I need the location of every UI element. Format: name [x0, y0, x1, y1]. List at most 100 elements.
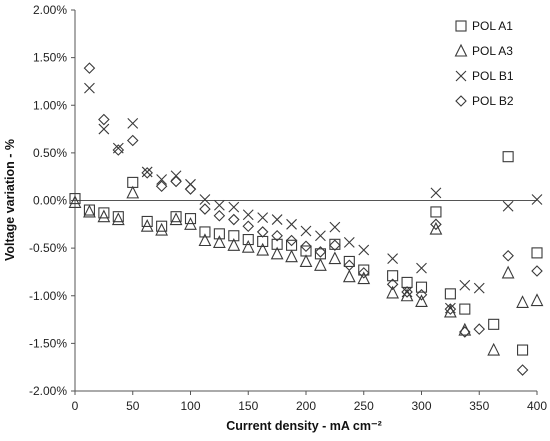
pol-a3-point [256, 242, 270, 256]
y-tick-label: 2.00% [33, 3, 67, 17]
pol-a3-point [342, 269, 356, 283]
x-tick-labels: 0 50 100 150 200 250 300 350 400 [72, 391, 547, 413]
x-tick-label: 250 [354, 399, 374, 413]
y-tick-label: 0.50% [33, 146, 67, 160]
pol-b2-point [357, 267, 370, 279]
legend-label-pol-b1: POL B1 [472, 69, 514, 83]
pol-b1-point [329, 221, 341, 233]
legend-marker-pol-b1 [455, 70, 467, 82]
pol-a1-point [170, 211, 182, 223]
pol-a3-point [140, 218, 154, 232]
pol-a3-point [501, 265, 515, 279]
pol-b1-point [213, 199, 225, 211]
pol-b1-point [343, 237, 355, 248]
pol-a3-point [212, 235, 226, 248]
pol-b2-point [141, 167, 153, 179]
pol-a1-point [444, 288, 456, 300]
pol-a1-point [271, 238, 283, 250]
series-pol-a1 [69, 151, 543, 356]
pol-b2-point [444, 303, 457, 315]
y-tick-label: -2.00% [29, 384, 67, 398]
pol-b2-point [242, 220, 255, 232]
pol-b2-point [415, 289, 428, 301]
pol-b2-point [184, 183, 197, 195]
pol-b1-point [156, 174, 168, 185]
pol-a3-point [169, 212, 183, 226]
pol-a3-point [328, 251, 342, 265]
pol-b1-point [502, 200, 514, 212]
y-axis-title: Voltage variation - % [3, 139, 17, 261]
x-tick-label: 50 [126, 399, 140, 413]
pol-a1-point [329, 238, 341, 250]
pol-b2-point [170, 175, 182, 188]
pol-b1-point [459, 279, 471, 291]
pol-b1-point [401, 286, 413, 298]
pol-a3-point [487, 342, 501, 356]
y-tick-label: -1.50% [29, 336, 67, 350]
pol-b1-point [358, 244, 370, 256]
pol-b1-point [315, 230, 326, 242]
pol-a1-point [502, 151, 514, 163]
pol-a1-point [156, 220, 168, 232]
pol-b1-point [430, 187, 442, 199]
pol-b2-point [401, 286, 413, 298]
pol-a3-point [299, 254, 313, 268]
x-axis-title: Current density - mA cm⁻² [226, 419, 381, 433]
pol-b2-point [199, 203, 211, 215]
pol-b1-point [228, 201, 240, 213]
pol-a3-point [241, 239, 255, 253]
legend: POL A1 POL A3 POL B1 POL B2 [454, 19, 514, 108]
pol-b2-point [343, 259, 356, 272]
pol-a3-point [314, 258, 327, 271]
pol-a3-point [285, 249, 298, 263]
pol-a3-point [415, 294, 428, 308]
pol-b2-point [502, 249, 514, 262]
x-tick-label: 350 [469, 399, 489, 413]
pol-b1-point [199, 194, 211, 205]
x-tick-label: 200 [296, 399, 316, 413]
pol-a3-point [83, 204, 96, 218]
x-tick-label: 150 [238, 399, 258, 413]
pol-a1-point [343, 255, 355, 268]
legend-marker-pol-a1 [455, 20, 467, 32]
pol-b2-point [314, 246, 327, 258]
pol-a3-point [429, 221, 443, 235]
pol-b1-point [127, 117, 139, 129]
pol-b2-point [285, 234, 298, 247]
pol-b2-point [459, 326, 471, 338]
y-tick-label: 1.00% [33, 98, 67, 112]
legend-label-pol-b2: POL B2 [472, 94, 514, 108]
pol-b1-point [84, 82, 95, 94]
pol-a3-point [111, 212, 125, 226]
pol-a1-point [69, 193, 81, 205]
pol-b2-point [271, 229, 283, 242]
x-tick-label: 100 [180, 399, 200, 413]
pol-a3-point [357, 271, 371, 285]
pol-a1-point [184, 213, 197, 225]
pol-b2-point [473, 323, 486, 335]
pol-a1-point [213, 228, 225, 240]
pol-a3-point [270, 246, 284, 260]
pol-a1-point [459, 303, 471, 315]
pol-b2-point [213, 209, 226, 222]
legend-marker-pol-b2 [455, 95, 467, 107]
pol-b1-point [300, 225, 312, 237]
pol-b2-point [126, 134, 139, 147]
pol-b1-point [531, 194, 543, 205]
pol-b1-point [416, 262, 427, 274]
series-pol-b2 [83, 62, 543, 376]
pol-b1-point [257, 212, 269, 224]
x-tick-label: 0 [72, 399, 79, 413]
pol-b1-point [387, 253, 399, 264]
y-tick-label: -1.00% [29, 289, 67, 303]
x-tick-label: 300 [411, 399, 431, 413]
pol-a1-point [430, 206, 442, 218]
pol-b2-point [98, 113, 110, 126]
pol-b1-point [286, 218, 297, 230]
pol-a3-point [516, 295, 529, 308]
pol-a3-point [126, 185, 140, 199]
pol-b2-point [155, 180, 168, 192]
pol-a1-point [228, 230, 240, 242]
pol-a1-point [112, 211, 124, 223]
